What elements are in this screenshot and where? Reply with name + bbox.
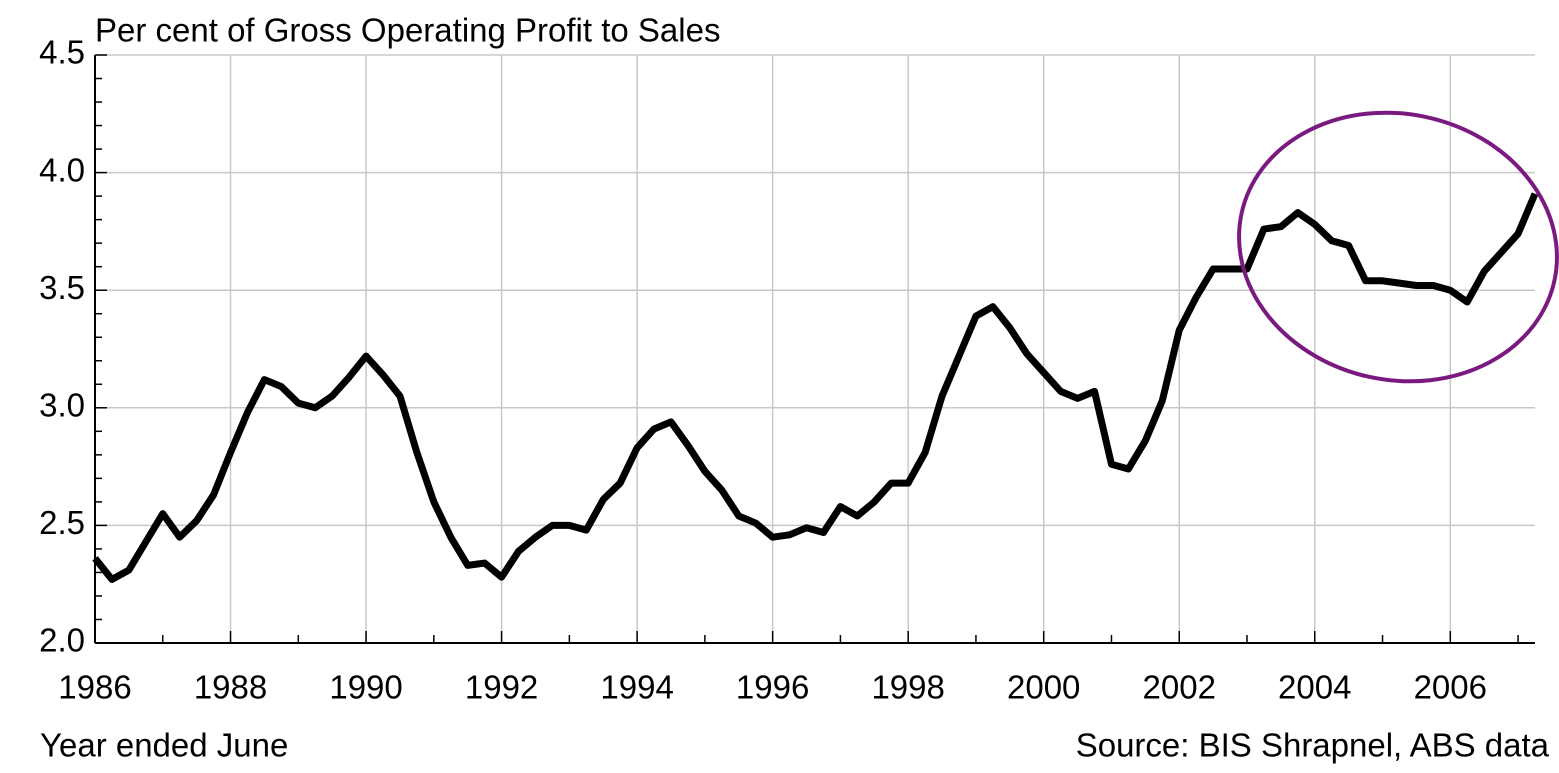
x-axis-label: Year ended June: [40, 727, 288, 764]
y-tick-label: 3.0: [39, 387, 85, 424]
x-tick-label: 1994: [600, 669, 673, 706]
x-tick-label: 1992: [465, 669, 538, 706]
y-tick-label: 2.0: [39, 622, 85, 659]
y-tick-label: 4.5: [39, 34, 85, 71]
x-tick-label: 1986: [58, 669, 131, 706]
y-tick-label: 2.5: [39, 504, 85, 541]
x-tick-label: 2002: [1143, 669, 1216, 706]
x-tick-label: 2004: [1278, 669, 1351, 706]
x-tick-label: 2000: [1007, 669, 1080, 706]
y-tick-label: 4.0: [39, 151, 85, 188]
x-tick-label: 1988: [194, 669, 267, 706]
x-tick-label: 2006: [1414, 669, 1487, 706]
y-tick-label: 3.5: [39, 269, 85, 306]
marks: [92, 192, 1539, 583]
x-tick-label: 1998: [871, 669, 944, 706]
x-tick-label: 1996: [736, 669, 809, 706]
chart-title: Per cent of Gross Operating Profit to Sa…: [95, 12, 720, 49]
x-tick-label: 1990: [329, 669, 402, 706]
grid: [94, 54, 1535, 644]
data-line: [92, 192, 1539, 583]
source-note: Source: BIS Shrapnel, ABS data: [1076, 727, 1550, 764]
highlight-ellipse: [1237, 110, 1559, 384]
